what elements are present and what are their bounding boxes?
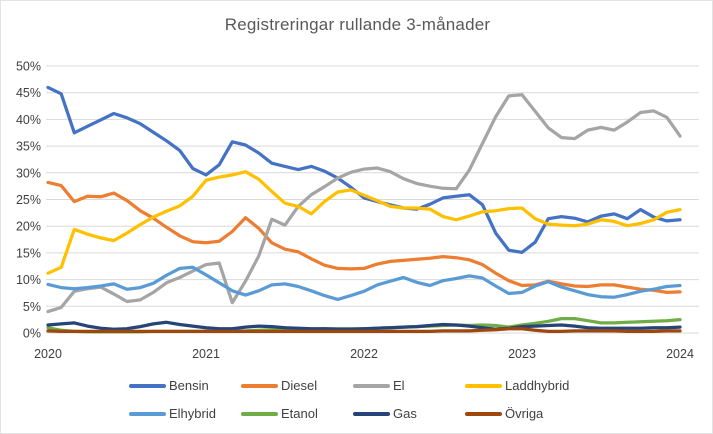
svg-text:2021: 2021 <box>192 347 220 361</box>
legend-item-gas: Gas <box>353 406 465 421</box>
legend-label-laddhybrid: Laddhybrid <box>505 378 570 393</box>
legend-label-diesel: Diesel <box>281 378 318 393</box>
etanol-line-swatch-icon <box>241 411 278 416</box>
legend-item-diesel: Diesel <box>241 378 353 393</box>
svg-text:15%: 15% <box>16 246 41 260</box>
legend-item-etanol: Etanol <box>241 406 353 421</box>
chart-legend: Bensin Diesel El Laddhybrid Elhybrid Eta… <box>129 378 577 421</box>
legend-label-el: El <box>393 378 405 393</box>
legend-label-ovriga: Övriga <box>505 406 544 421</box>
legend-item-elhybrid: Elhybrid <box>129 406 241 421</box>
chart-title: Registreringar rullande 3-månader <box>224 15 491 34</box>
svg-text:25%: 25% <box>16 193 41 207</box>
svg-text:0%: 0% <box>23 327 41 341</box>
svg-text:35%: 35% <box>16 140 41 154</box>
svg-text:2024: 2024 <box>666 347 694 361</box>
svg-text:2023: 2023 <box>508 347 536 361</box>
svg-text:50%: 50% <box>16 60 41 74</box>
legend-item-bensin: Bensin <box>129 378 241 393</box>
svg-text:2022: 2022 <box>350 347 378 361</box>
gas-line-swatch-icon <box>353 411 390 416</box>
svg-text:5%: 5% <box>23 300 41 314</box>
legend-item-el: El <box>353 378 465 393</box>
legend-item-laddhybrid: Laddhybrid <box>465 378 577 393</box>
svg-text:2020: 2020 <box>34 347 62 361</box>
svg-text:10%: 10% <box>16 273 41 287</box>
ovriga-line-swatch-icon <box>465 411 502 416</box>
legend-label-etanol: Etanol <box>281 406 318 421</box>
svg-text:45%: 45% <box>16 86 41 100</box>
legend-label-gas: Gas <box>393 406 417 421</box>
bensin-line-swatch-icon <box>129 383 166 388</box>
legend-label-bensin: Bensin <box>169 378 209 393</box>
el-line-swatch-icon <box>353 383 390 388</box>
svg-text:30%: 30% <box>16 166 41 180</box>
svg-text:40%: 40% <box>16 113 41 127</box>
laddhybrid-line-swatch-icon <box>465 383 502 388</box>
diesel-line-swatch-icon <box>241 383 278 388</box>
legend-item-ovriga: Övriga <box>465 406 577 421</box>
elhybrid-line-swatch-icon <box>129 411 166 416</box>
legend-label-elhybrid: Elhybrid <box>169 406 216 421</box>
svg-text:20%: 20% <box>16 220 41 234</box>
